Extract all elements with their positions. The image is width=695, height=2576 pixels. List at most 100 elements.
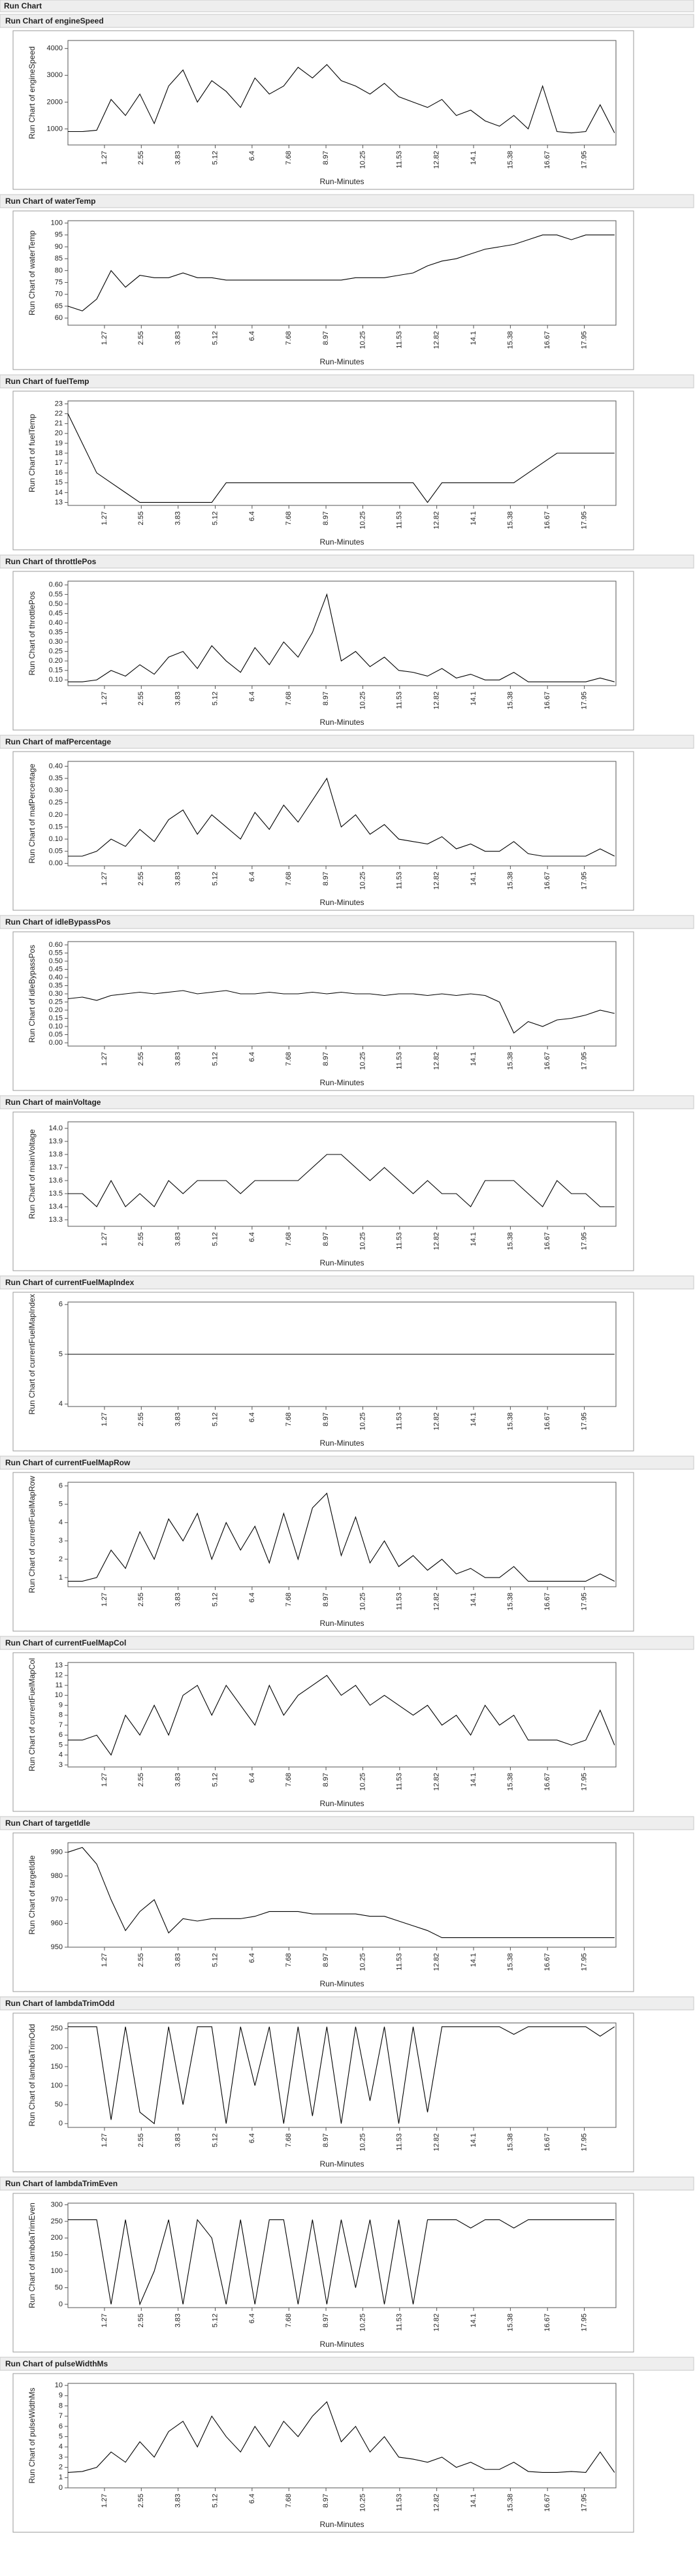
x-tick-label: 1.27 (101, 692, 108, 705)
y-tick-label: 22 (55, 410, 63, 418)
chart-box (12, 1292, 634, 1452)
section-header-bar (0, 1816, 694, 1830)
x-tick-label: 8.97 (322, 2314, 330, 2327)
y-tick-label: 1 (59, 1574, 63, 1582)
data-line (67, 1847, 615, 1938)
data-line (68, 2026, 615, 2125)
x-tick-label: 5.12 (211, 1593, 219, 1606)
x-tick-label: 11.53 (396, 2314, 404, 2331)
x-tick-label: 7.68 (285, 1412, 293, 1426)
data-line (67, 990, 615, 1034)
x-axis-label: Run-Minutes (319, 718, 364, 727)
x-tick-label: 17.95 (580, 151, 588, 169)
x-tick-label: 6.4 (248, 331, 256, 341)
section-title: Run Chart of mafPercentage (5, 737, 111, 746)
y-axis-label: Run Chart of currentFuelMapRow (27, 1476, 37, 1593)
x-axis-label: Run-Minutes (319, 2159, 364, 2169)
chart-box (12, 1832, 634, 1992)
y-tick-label: 14.0 (49, 1124, 63, 1132)
y-tick-label: 0 (59, 2484, 63, 2492)
x-tick-label: 8.97 (322, 1052, 330, 1066)
y-tick-label: 0.55 (49, 949, 63, 957)
y-tick-label: 4 (59, 2443, 63, 2451)
x-tick-label: 12.82 (433, 1052, 441, 1070)
section-header-bar (0, 1636, 694, 1650)
y-tick-label: 0.20 (49, 1006, 63, 1014)
section-header-bar (0, 1095, 694, 1109)
x-tick-label: 16.67 (543, 1953, 551, 1971)
y-tick-label: 0.55 (49, 590, 63, 598)
data-line (68, 1492, 615, 1582)
x-tick-label: 2.55 (137, 2314, 145, 2327)
section-title: Run Chart of currentFuelMapRow (5, 1458, 131, 1467)
x-tick-label: 2.55 (137, 151, 145, 165)
y-axis-label: Run Chart of waterTemp (27, 231, 37, 315)
x-tick-label: 5.12 (211, 1412, 219, 1426)
x-tick-label: 1.27 (101, 511, 108, 525)
y-tick-label: 13.4 (49, 1203, 63, 1211)
x-tick-label: 5.12 (211, 1773, 219, 1787)
y-axis-label: Run Chart of fuelTemp (27, 414, 37, 492)
y-tick-label: 2 (59, 2464, 63, 2472)
y-tick-label: 4 (59, 1400, 63, 1408)
x-tick-label: 1.27 (101, 2314, 108, 2327)
y-tick-label: 250 (51, 2025, 63, 2033)
y-tick-label: 2000 (47, 98, 63, 106)
x-axis-label: Run-Minutes (319, 1078, 364, 1087)
y-tick-label: 13.8 (49, 1151, 63, 1158)
y-tick-label: 7 (59, 2412, 63, 2420)
x-tick-label: 2.55 (137, 331, 145, 345)
chart-box (12, 2373, 634, 2533)
x-tick-label: 15.38 (506, 872, 514, 890)
x-tick-label: 5.12 (211, 2494, 219, 2507)
y-tick-label: 0.30 (49, 990, 63, 998)
y-tick-label: 980 (51, 1872, 63, 1880)
x-tick-label: 11.53 (396, 1412, 404, 1430)
y-tick-label: 0.05 (49, 1030, 63, 1038)
y-tick-label: 20 (55, 430, 63, 437)
y-tick-label: 0.00 (49, 859, 63, 867)
plot-frame (67, 2383, 617, 2489)
x-tick-label: 7.68 (285, 1052, 293, 1066)
x-tick-label: 8.97 (322, 1232, 330, 1246)
y-axis-label: Run Chart of lambdaTrimOdd (27, 2024, 37, 2127)
y-tick-label: 13.6 (49, 1177, 63, 1185)
x-tick-label: 8.97 (322, 1412, 330, 1426)
x-tick-label: 8.97 (322, 2133, 330, 2147)
x-tick-label: 15.38 (506, 1232, 514, 1250)
x-tick-label: 1.27 (101, 1412, 108, 1426)
y-tick-label: 0.30 (49, 638, 63, 646)
x-tick-label: 17.95 (580, 2314, 588, 2332)
y-tick-label: 200 (51, 2234, 63, 2242)
y-tick-label: 0.20 (49, 811, 63, 819)
x-tick-label: 10.25 (359, 151, 366, 169)
chart-box (12, 571, 634, 731)
plot-frame (67, 40, 617, 146)
x-tick-label: 14.1 (470, 1232, 477, 1246)
y-tick-label: 0.25 (49, 648, 63, 656)
x-axis-label: Run-Minutes (319, 1979, 364, 1988)
chart-box (12, 1472, 634, 1632)
y-tick-label: 1 (59, 2473, 63, 2481)
x-tick-label: 11.53 (396, 1593, 404, 1610)
x-tick-label: 16.67 (543, 511, 551, 530)
x-tick-label: 2.55 (137, 1593, 145, 1606)
x-tick-label: 14.1 (470, 511, 477, 525)
x-tick-label: 11.53 (396, 151, 404, 168)
y-tick-label: 3 (59, 1761, 63, 1769)
y-tick-label: 100 (51, 2267, 63, 2275)
x-tick-label: 6.4 (248, 151, 256, 161)
x-tick-label: 15.38 (506, 1052, 514, 1070)
x-tick-label: 10.25 (359, 2133, 366, 2152)
x-axis-label: Run-Minutes (319, 177, 364, 186)
section-header-bar (0, 554, 694, 569)
y-tick-label: 4000 (47, 44, 63, 52)
y-tick-label: 0.00 (49, 1039, 63, 1047)
y-tick-label: 14 (55, 488, 63, 496)
x-tick-label: 3.83 (174, 1953, 182, 1967)
y-tick-label: 5 (59, 1741, 63, 1749)
x-tick-label: 3.83 (174, 151, 182, 165)
x-tick-label: 16.67 (543, 692, 551, 710)
x-axis-label: Run-Minutes (319, 1799, 364, 1808)
